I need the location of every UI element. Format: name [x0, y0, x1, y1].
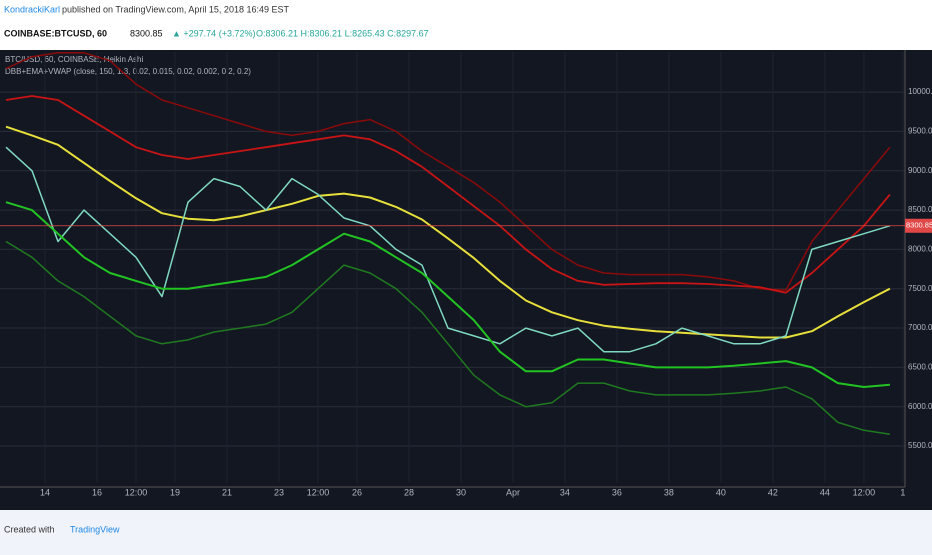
- symbol: COINBASE:BTCUSD, 60: [4, 28, 107, 38]
- series-line: [5, 125, 891, 339]
- y-tick-label: 8500.00: [908, 205, 932, 214]
- x-tick-label: 16: [92, 487, 102, 497]
- x-tick-label: 30: [456, 487, 466, 497]
- header-bg: [0, 0, 932, 50]
- series-line: [5, 95, 891, 294]
- ohlc: O:8306.21 H:8306.21 L:8265.43 C:8297.67: [256, 28, 429, 38]
- last-price-label: 8300.85: [906, 221, 932, 230]
- series-line: [5, 52, 891, 292]
- footer-brand[interactable]: TradingView: [70, 524, 120, 534]
- y-tick-label: 9500.00: [908, 127, 932, 136]
- y-tick-label: 7500.00: [908, 284, 932, 293]
- last-price-header: 8300.85: [130, 28, 163, 38]
- y-tick-label: 10000.00: [908, 87, 932, 96]
- footer-created: Created with: [4, 524, 55, 534]
- y-tick-label: 6500.00: [908, 362, 932, 371]
- x-tick-label: 21: [222, 487, 232, 497]
- x-tick-label: Apr: [506, 487, 520, 497]
- y-tick-label: 9000.00: [908, 166, 932, 175]
- x-tick-label: 36: [612, 487, 622, 497]
- series-line: [5, 240, 891, 435]
- x-tick-label: 40: [716, 487, 726, 497]
- x-tick-label: 12:00: [125, 487, 148, 497]
- x-tick-label: 1: [900, 487, 905, 497]
- x-tick-label: 12:00: [307, 487, 330, 497]
- published: published on TradingView.com, April 15, …: [62, 4, 289, 14]
- series-line: [5, 201, 890, 388]
- x-tick-label: 19: [170, 487, 180, 497]
- y-tick-label: 5500.00: [908, 441, 932, 450]
- y-tick-label: 6000.00: [908, 402, 932, 411]
- plot-bg: [0, 50, 932, 510]
- y-tick-label: 7000.00: [908, 323, 932, 332]
- footer-bg: [0, 512, 932, 550]
- author[interactable]: KondrackiKarl: [4, 4, 60, 14]
- y-tick-label: 8000.00: [908, 245, 932, 254]
- x-tick-label: 12:00: [853, 487, 876, 497]
- last-price-tag: [905, 218, 932, 233]
- change: ▲ +297.74 (+3.72%): [172, 28, 255, 38]
- x-tick-label: 26: [352, 487, 362, 497]
- x-tick-label: 42: [768, 487, 778, 497]
- series-line: [5, 146, 891, 353]
- chart-title: BTC/USD, 60, COINBASE, Heikin Ashi: [5, 55, 143, 64]
- indicator-label: DBB+EMA+VWAP (close, 150, 1.3, 0.02, 0.0…: [5, 67, 251, 76]
- x-tick-label: 44: [820, 487, 830, 497]
- x-tick-label: 34: [560, 487, 570, 497]
- x-tick-label: 14: [40, 487, 50, 497]
- x-tick-label: 23: [274, 487, 284, 497]
- x-tick-label: 28: [404, 487, 414, 497]
- x-tick-label: 38: [664, 487, 674, 497]
